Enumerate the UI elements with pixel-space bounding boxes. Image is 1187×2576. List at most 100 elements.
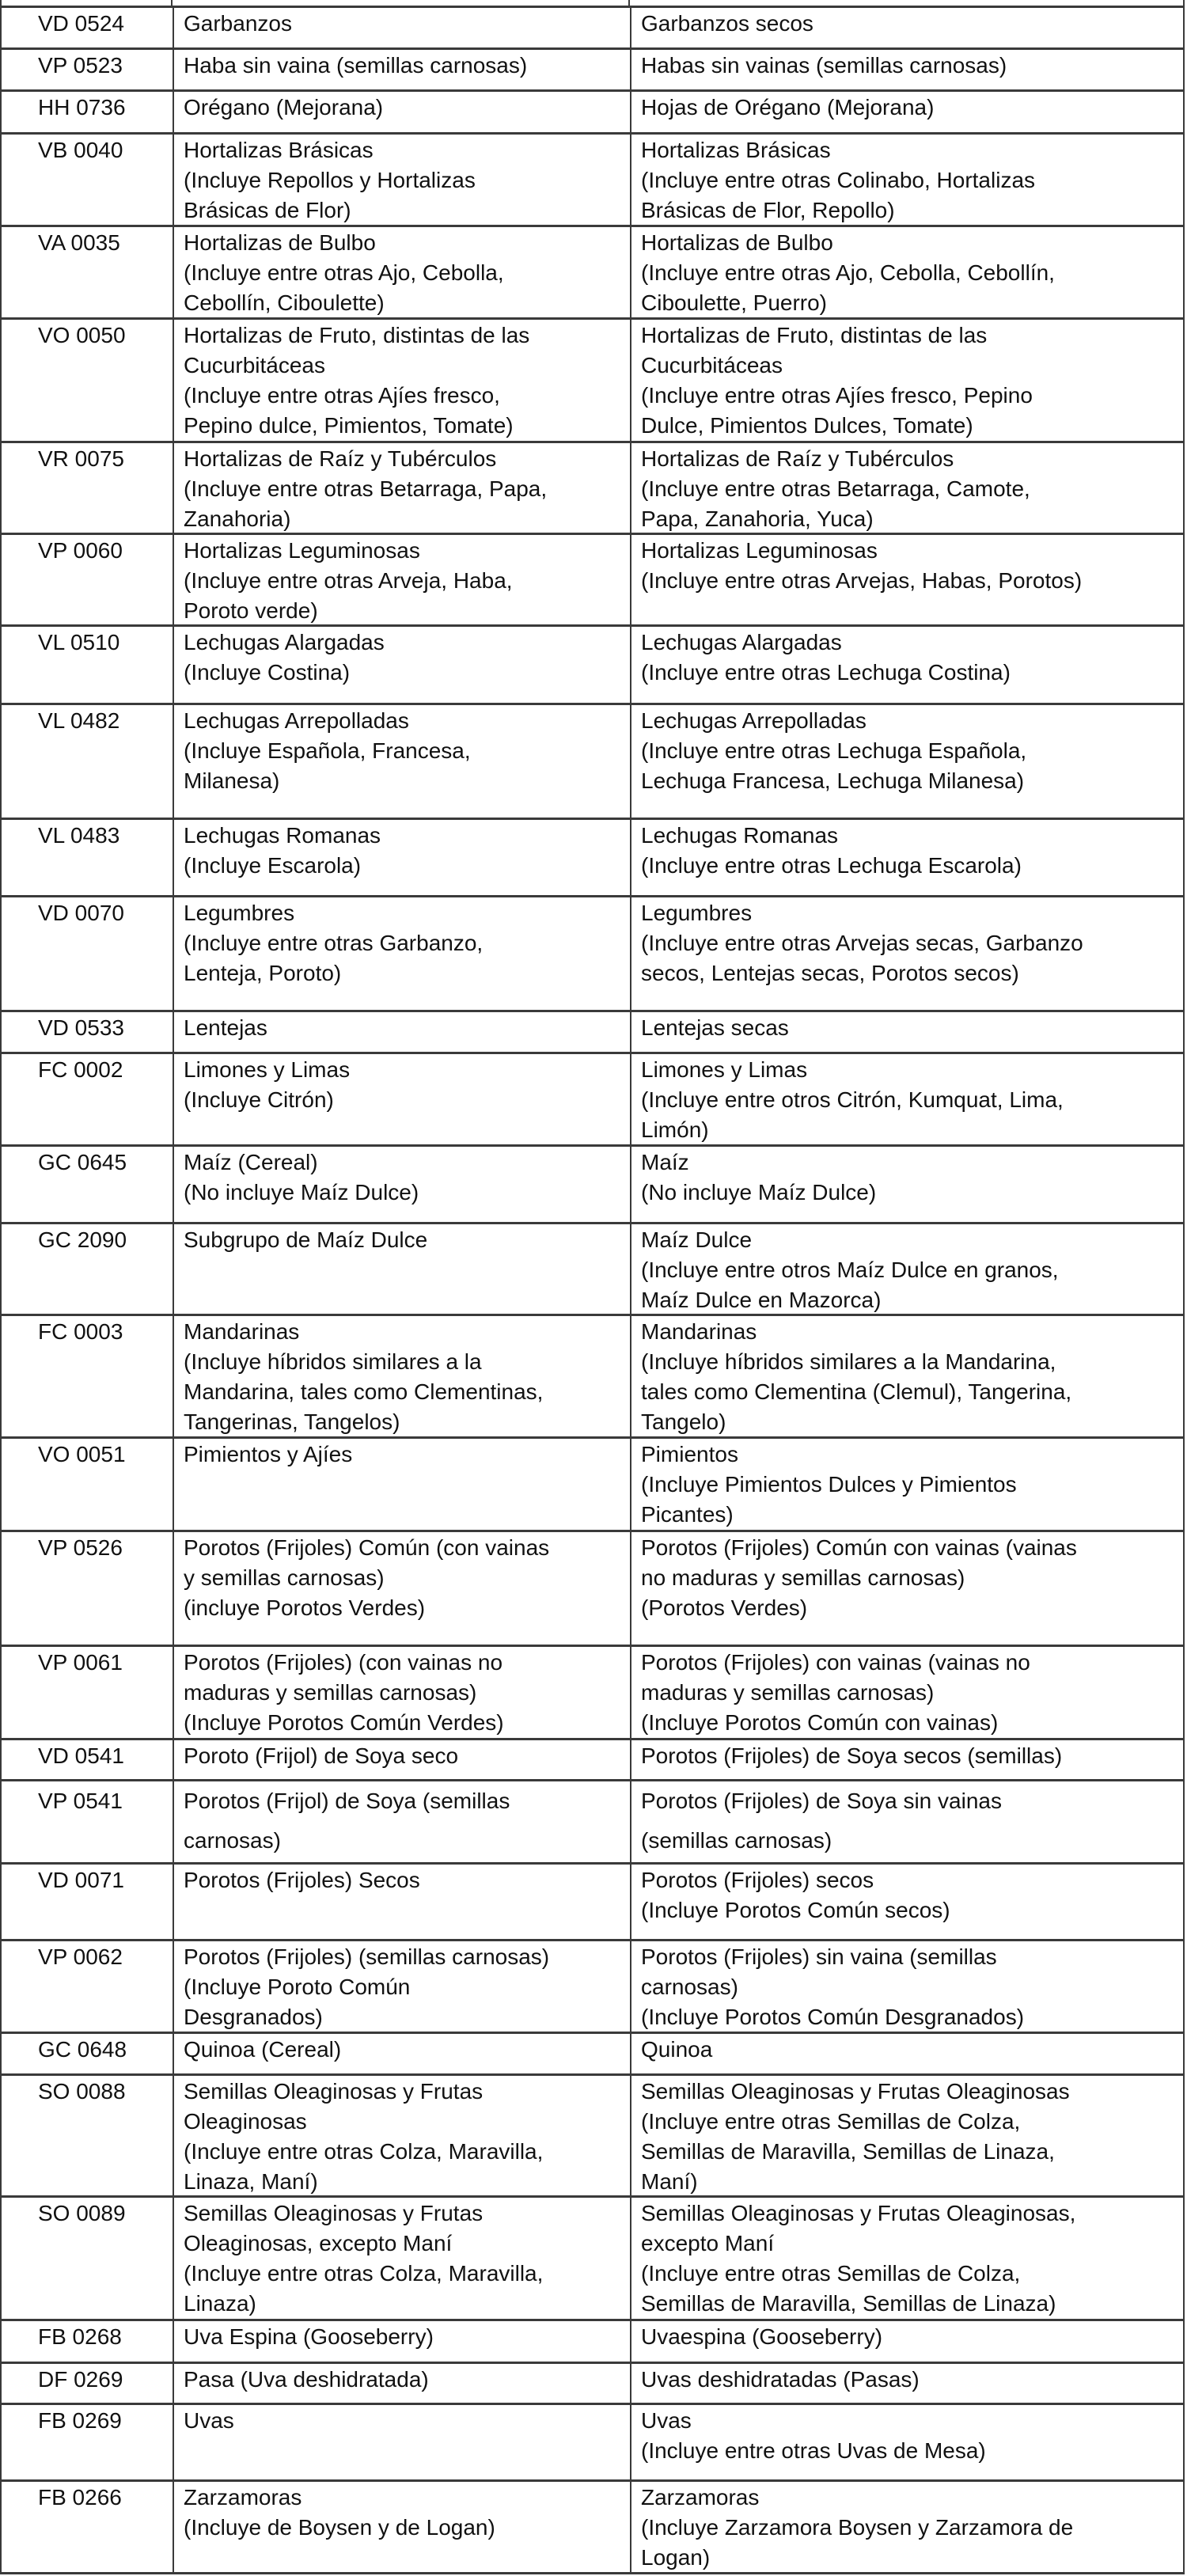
local-name-cell: Quinoa bbox=[630, 2034, 1183, 2073]
cell-text-line: maduras y semillas carnosas) bbox=[184, 1680, 477, 1705]
codex-name-cell: Haba sin vaina (semillas carnosas) bbox=[173, 50, 630, 89]
cell-text-line: Uvas deshidratadas (Pasas) bbox=[641, 2367, 920, 2392]
cell-text-line: Cebollín, Ciboulette) bbox=[184, 290, 385, 315]
codex-name-cell: Legumbres (Incluye entre otras Garbanzo, L… bbox=[173, 897, 630, 1010]
codex-name-cell: Garbanzos bbox=[173, 8, 630, 47]
cell-text-line: (Incluye Poroto Común bbox=[184, 1975, 411, 1999]
code-cell: VD 0070 bbox=[38, 901, 124, 925]
local-name-cell: Habas sin vainas (semillas carnosas) bbox=[630, 50, 1183, 89]
local-name-cell: Lechugas Romanas (Incluye entre otras Lec… bbox=[630, 820, 1183, 895]
code-cell: VP 0061 bbox=[38, 1650, 123, 1675]
local-name-cell: Porotos (Frijoles) secos (Incluye Porotos… bbox=[630, 1865, 1183, 1939]
table-row: VD 0071 Porotos (Frijoles) Secos Porotos (… bbox=[0, 1862, 1185, 1939]
cell-text-line: (Incluye entre otras Arveja, Haba, bbox=[184, 568, 513, 593]
codex-name-cell: Hortalizas de Raíz y Tubérculos (Incluye … bbox=[173, 443, 630, 533]
cell-text-line: Lechuga Francesa, Lechuga Milanesa) bbox=[641, 768, 1025, 793]
table-row: VB 0040 Hortalizas Brásicas (Incluye Repol… bbox=[0, 132, 1185, 225]
cell-text-line: (Incluye Española, Francesa, bbox=[184, 738, 471, 763]
cell-text-line: (Incluye Zarzamora Boysen y Zarzamora de bbox=[641, 2515, 1074, 2540]
cell-text-line: (Incluye híbridos similares a la bbox=[184, 1349, 482, 1374]
local-name-cell: Semillas Oleaginosas y Frutas Oleaginosa… bbox=[630, 2198, 1183, 2319]
cell-text-line: Hojas de Orégano (Mejorana) bbox=[641, 95, 935, 120]
cell-text-line: (Incluye entre otras Arvejas secas, Garb… bbox=[641, 931, 1083, 955]
codex-name-cell: Maíz (Cereal) (No incluye Maíz Dulce) bbox=[173, 1147, 630, 1222]
table-row: VP 0062 Porotos (Frijoles) (semillas carn… bbox=[0, 1939, 1185, 2032]
code-cell: VP 0062 bbox=[38, 1944, 123, 1969]
code-cell: VP 0523 bbox=[38, 53, 123, 78]
cell-text-line: Garbanzos bbox=[184, 11, 292, 36]
code-cell: SO 0088 bbox=[38, 2079, 126, 2104]
cell-text-line: Brásicas de Flor) bbox=[184, 198, 351, 222]
cell-text-line: (Incluye Repollos y Hortalizas bbox=[184, 168, 476, 192]
codex-name-cell: Semillas Oleaginosas y Frutas Oleaginosas… bbox=[173, 2198, 630, 2319]
codex-name-cell: Subgrupo de Maíz Dulce bbox=[173, 1224, 630, 1314]
cell-text-line: (Incluye entre otras Ajo, Cebolla, bbox=[184, 260, 504, 285]
cell-text-line: Porotos (Frijoles) (semillas carnosas) bbox=[184, 1944, 550, 1969]
cell-text-line: Semillas Oleaginosas y Frutas Oleaginosa… bbox=[641, 2079, 1070, 2104]
cell-text-line: Haba sin vaina (semillas carnosas) bbox=[184, 53, 528, 78]
code-cell: VR 0075 bbox=[38, 446, 124, 471]
codex-name-cell: Porotos (Frijoles) Secos bbox=[173, 1865, 630, 1939]
cell-text-line: Hortalizas Leguminosas bbox=[184, 538, 420, 563]
codex-name-cell: Uva Espina (Gooseberry) bbox=[173, 2321, 630, 2362]
cell-text-line: Semillas de Maravilla, Semillas de Linaz… bbox=[641, 2291, 1056, 2316]
cell-text-line: Hortalizas Brásicas bbox=[184, 138, 374, 162]
cell-text-line: Mandarina, tales como Clementinas, bbox=[184, 1379, 544, 1404]
code-cell: VL 0482 bbox=[38, 708, 120, 733]
cell-text-line: (Incluye entre otras Garbanzo, bbox=[184, 931, 484, 955]
cell-text-line: excepto Maní bbox=[641, 2231, 775, 2255]
code-cell: FB 0266 bbox=[38, 2485, 122, 2510]
cell-text-line: Brásicas de Flor, Repollo) bbox=[641, 198, 895, 222]
table-row: VD 0524 Garbanzos Garbanzos secos bbox=[0, 6, 1185, 47]
local-name-cell: Hortalizas de Raíz y Tubérculos (Incluye … bbox=[630, 443, 1183, 533]
cell-text-line: Zarzamoras bbox=[184, 2485, 302, 2510]
codex-name-cell: Lechugas Arrepolladas (Incluye Española, … bbox=[173, 705, 630, 818]
table-row: VD 0533 Lentejas Lentejas secas bbox=[0, 1010, 1185, 1052]
local-name-cell: Uvas (Incluye entre otras Uvas de Mesa) bbox=[630, 2405, 1183, 2479]
cell-text-line: Lechugas Romanas bbox=[641, 823, 839, 848]
cell-text-line: (No incluye Maíz Dulce) bbox=[184, 1180, 419, 1205]
cell-text-line: Semillas de Maravilla, Semillas de Linaz… bbox=[641, 2139, 1055, 2164]
codex-name-cell: Lechugas Alargadas (Incluye Costina) bbox=[173, 627, 630, 703]
cell-text-line: (Porotos Verdes) bbox=[641, 1595, 808, 1620]
cell-text-line: Tangelo) bbox=[641, 1409, 726, 1434]
cell-text-line: Porotos (Frijoles) sin vaina (semillas bbox=[641, 1944, 997, 1969]
cell-text-line: (Incluye entre otras Arvejas, Habas, Por… bbox=[641, 568, 1083, 593]
code-cell: VD 0533 bbox=[38, 1015, 124, 1040]
local-name-cell: Hortalizas Leguminosas (Incluye entre otr… bbox=[630, 535, 1183, 624]
cell-text-line: Linaza) bbox=[184, 2291, 256, 2316]
table-row: VP 0523 Haba sin vaina (semillas carnosas… bbox=[0, 47, 1185, 89]
table-row: FC 0002 Limones y Limas (Incluye Citrón) Li… bbox=[0, 1052, 1185, 1144]
cell-text-line: Lenteja, Poroto) bbox=[184, 961, 342, 985]
local-name-cell: Hortalizas Brásicas (Incluye entre otras … bbox=[630, 135, 1183, 225]
cell-text-line: Legumbres bbox=[641, 901, 753, 925]
table-row: VD 0541 Poroto (Frijol) de Soya seco Porot… bbox=[0, 1738, 1185, 1779]
codex-name-cell: Uvas bbox=[173, 2405, 630, 2479]
table-row: GC 0645 Maíz (Cereal) (No incluye Maíz Dul… bbox=[0, 1144, 1185, 1222]
cell-text-line: Mandarinas bbox=[641, 1319, 757, 1344]
cell-text-line: Mandarinas bbox=[184, 1319, 300, 1344]
cell-text-line: Subgrupo de Maíz Dulce bbox=[184, 1227, 428, 1252]
cell-text-line: (Incluye Porotos Común con vainas) bbox=[641, 1710, 999, 1735]
cell-text-line: Semillas Oleaginosas y Frutas bbox=[184, 2201, 484, 2225]
cell-text-line: (Incluye entre otros Citrón, Kumquat, Li… bbox=[641, 1087, 1064, 1112]
code-cell: VL 0510 bbox=[38, 630, 120, 654]
table-row: SO 0088 Semillas Oleaginosas y Frutas Olea… bbox=[0, 2073, 1185, 2195]
cell-text-line: Lechugas Alargadas bbox=[641, 630, 842, 654]
cell-text-line: Zanahoria) bbox=[184, 506, 291, 531]
local-name-cell: Legumbres (Incluye entre otras Arvejas se… bbox=[630, 897, 1183, 1010]
codex-name-cell: Limones y Limas (Incluye Citrón) bbox=[173, 1054, 630, 1144]
local-name-cell: Hortalizas de Fruto, distintas de las Cuc… bbox=[630, 320, 1183, 441]
codex-name-cell: Mandarinas (Incluye híbridos similares a … bbox=[173, 1316, 630, 1436]
cell-text-line: Pasa (Uva deshidratada) bbox=[184, 2367, 429, 2392]
cell-text-line: Hortalizas Leguminosas bbox=[641, 538, 878, 563]
cell-text-line: Hortalizas de Fruto, distintas de las bbox=[184, 323, 530, 347]
previous-row-fragment bbox=[0, 0, 1185, 6]
cell-text-line: Lechugas Alargadas bbox=[184, 630, 385, 654]
codex-name-cell: Pimientos y Ajíes bbox=[173, 1439, 630, 1530]
cell-text-line: Oleaginosas, excepto Maní bbox=[184, 2231, 453, 2255]
codex-name-cell: Orégano (Mejorana) bbox=[173, 92, 630, 132]
code-cell: VD 0071 bbox=[38, 1868, 124, 1892]
cell-text-line: Zarzamoras bbox=[641, 2485, 760, 2510]
cell-text-line: (Incluye entre otras Ajíes fresco, Pepin… bbox=[641, 383, 1033, 408]
